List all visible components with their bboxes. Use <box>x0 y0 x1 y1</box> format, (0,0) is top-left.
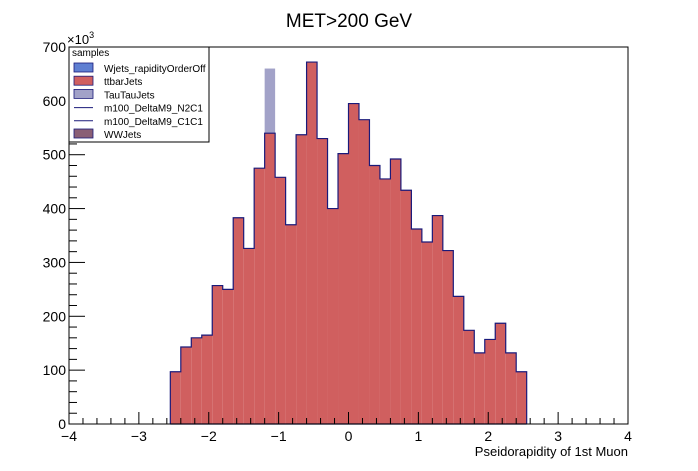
legend-label: ttbarJets <box>104 77 142 88</box>
x-axis-ticks <box>68 412 629 424</box>
legend-swatch <box>73 89 94 99</box>
x-tick-label: −3 <box>131 428 147 444</box>
bar-ttbarJets-28 <box>463 330 475 424</box>
legend-label: Wjets_rapidityOrderOff <box>104 64 206 75</box>
bar-ttbarJets-3 <box>201 335 213 424</box>
legend: samples Wjets_rapidityOrderOff ttbarJets T… <box>68 46 210 143</box>
bar-TauTauJets-9 <box>264 68 276 134</box>
legend-entry: Wjets_rapidityOrderOff <box>73 62 206 75</box>
y-tick-label: 600 <box>43 93 67 109</box>
legend-entry: ttbarJets <box>73 75 142 88</box>
bar-ttbarJets-21 <box>390 159 401 424</box>
x-tick-label: −2 <box>201 428 217 444</box>
bar-ttbarJets-16 <box>338 153 349 424</box>
legend-label: m100_DeltaM9_C1C1 <box>104 117 203 128</box>
histogram-bars <box>170 62 527 425</box>
bar-ttbarJets-7 <box>243 248 255 424</box>
bar-ttbarJets-23 <box>411 229 422 424</box>
y-tick-label: 500 <box>43 147 67 163</box>
legend-label: WWJets <box>104 130 141 141</box>
bar-ttbarJets-11 <box>285 224 297 424</box>
legend-entry: WWJets <box>73 128 141 141</box>
bar-ttbarJets-15 <box>327 208 339 424</box>
bar-ttbarJets-32 <box>505 352 517 424</box>
legend-entry: TauTauJets <box>73 89 155 101</box>
bar-ttbarJets-6 <box>233 217 244 424</box>
x-tick-label: −4 <box>61 428 77 444</box>
bar-ttbarJets-0 <box>170 371 181 424</box>
y-axis-tick-labels: 0 100 200 300 400 500 600 700 <box>43 39 67 432</box>
bar-ttbarJets-33 <box>516 371 527 424</box>
bar-ttbarJets-14 <box>317 138 328 425</box>
bar-ttbarJets-5 <box>222 289 234 424</box>
bar-ttbarJets-30 <box>484 339 496 424</box>
legend-swatch <box>73 75 94 86</box>
legend-swatch <box>73 128 94 139</box>
bar-ttbarJets-20 <box>379 178 391 424</box>
x-axis-label: Pseidorapidity of 1st Muon <box>475 444 628 459</box>
y-tick-label: 100 <box>43 362 67 378</box>
chart-title: MET>200 GeV <box>286 11 413 32</box>
bar-ttbarJets-10 <box>275 177 286 424</box>
x-tick-label: 2 <box>484 428 492 444</box>
y-tick-label: 400 <box>43 201 67 217</box>
bar-ttbarJets-18 <box>358 119 370 424</box>
legend-label: TauTauJets <box>104 90 155 101</box>
bar-ttbarJets-22 <box>400 190 412 424</box>
bar-ttbarJets-4 <box>212 285 223 424</box>
x-tick-label: 1 <box>414 428 422 444</box>
legend-swatch <box>73 62 94 73</box>
legend-label: m100_DeltaM9_N2C1 <box>104 104 203 115</box>
x-tick-label: 0 <box>345 428 353 444</box>
bar-ttbarJets-29 <box>474 352 485 424</box>
x-tick-label: 3 <box>554 428 562 444</box>
x-tick-label: 4 <box>624 428 632 444</box>
x-tick-label: −1 <box>271 428 287 444</box>
bar-ttbarJets-9 <box>264 133 276 424</box>
legend-entries: Wjets_rapidityOrderOff ttbarJets TauTauJet… <box>73 62 206 141</box>
y-axis-multiplier: ×103 <box>67 30 94 47</box>
y-tick-label: 300 <box>43 254 67 270</box>
bar-ttbarJets-8 <box>254 168 265 424</box>
bar-ttbarJets-1 <box>180 346 192 424</box>
bar-ttbarJets-24 <box>421 241 433 424</box>
y-tick-label: 700 <box>43 39 67 55</box>
bar-ttbarJets-13 <box>306 62 318 424</box>
legend-title: samples <box>72 48 109 59</box>
y-tick-label: 0 <box>58 416 66 432</box>
legend-entry: m100_DeltaM9_C1C1 <box>74 117 203 128</box>
bar-ttbarJets-31 <box>495 323 506 424</box>
legend-entry: m100_DeltaM9_N2C1 <box>74 104 203 115</box>
bar-ttbarJets-26 <box>442 250 454 424</box>
bar-ttbarJets-25 <box>432 215 443 424</box>
bar-ttbarJets-2 <box>191 337 202 424</box>
y-tick-label: 200 <box>43 308 67 324</box>
x-axis-tick-labels: −4 −3 −2 −1 0 1 2 3 4 <box>61 428 632 444</box>
bar-ttbarJets-12 <box>296 134 307 424</box>
bar-ttbarJets-27 <box>453 296 464 424</box>
bar-ttbarJets-19 <box>369 165 380 424</box>
bar-ttbarJets-17 <box>348 103 359 425</box>
